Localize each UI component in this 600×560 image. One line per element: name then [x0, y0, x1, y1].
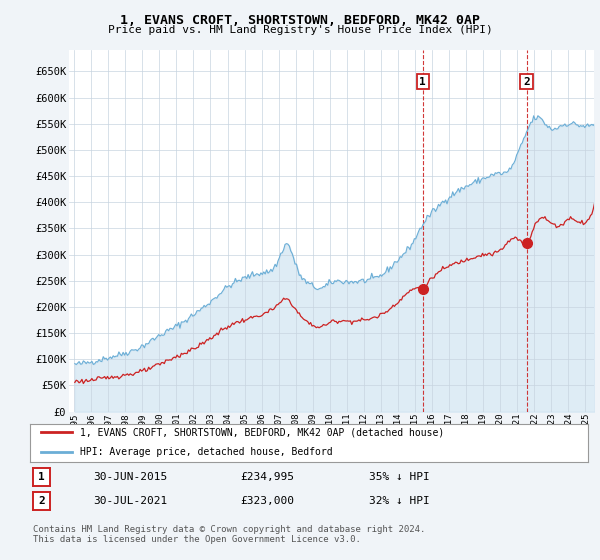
Text: 30-JUN-2015: 30-JUN-2015 [93, 472, 167, 482]
Text: 35% ↓ HPI: 35% ↓ HPI [369, 472, 430, 482]
Text: HPI: Average price, detached house, Bedford: HPI: Average price, detached house, Bedf… [80, 447, 333, 458]
Text: 1: 1 [38, 472, 45, 482]
Text: Contains HM Land Registry data © Crown copyright and database right 2024.
This d: Contains HM Land Registry data © Crown c… [33, 525, 425, 544]
Text: 1: 1 [419, 77, 426, 87]
Text: Price paid vs. HM Land Registry's House Price Index (HPI): Price paid vs. HM Land Registry's House … [107, 25, 493, 35]
Text: 32% ↓ HPI: 32% ↓ HPI [369, 496, 430, 506]
Text: £234,995: £234,995 [240, 472, 294, 482]
Text: 2: 2 [523, 77, 530, 87]
Text: 1, EVANS CROFT, SHORTSTOWN, BEDFORD, MK42 0AP: 1, EVANS CROFT, SHORTSTOWN, BEDFORD, MK4… [120, 14, 480, 27]
Text: 30-JUL-2021: 30-JUL-2021 [93, 496, 167, 506]
Text: 1, EVANS CROFT, SHORTSTOWN, BEDFORD, MK42 0AP (detached house): 1, EVANS CROFT, SHORTSTOWN, BEDFORD, MK4… [80, 427, 445, 437]
Text: £323,000: £323,000 [240, 496, 294, 506]
Text: 2: 2 [38, 496, 45, 506]
